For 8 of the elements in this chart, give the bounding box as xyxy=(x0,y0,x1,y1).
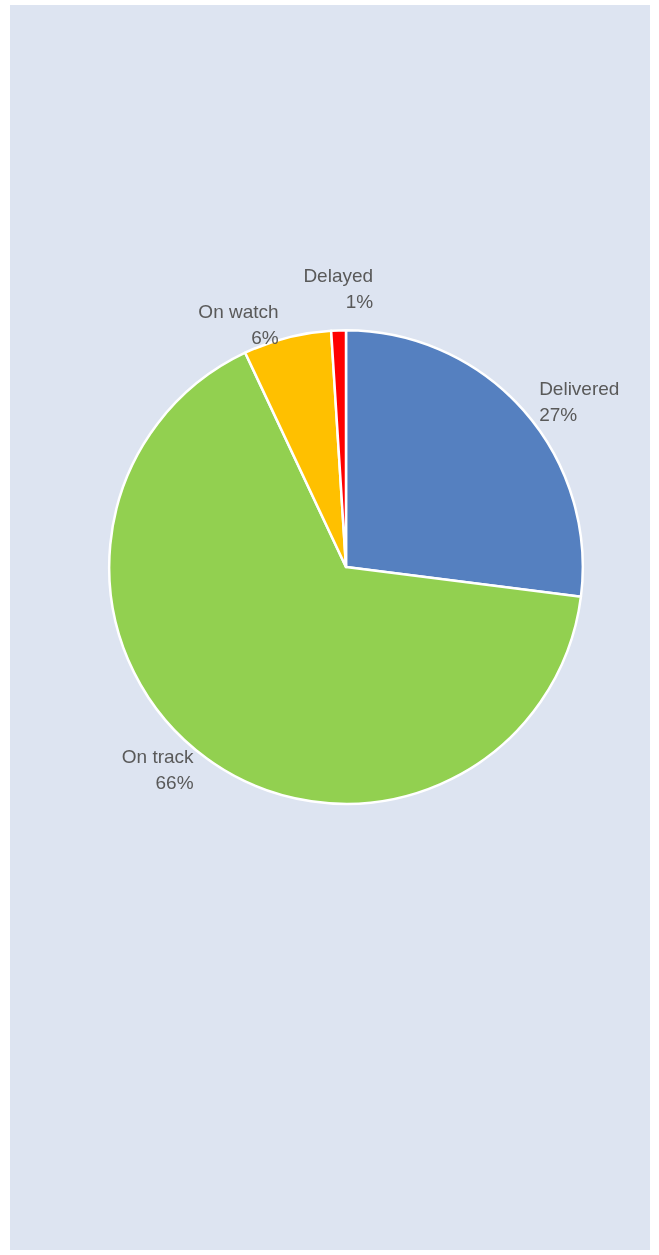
data-label: 6% xyxy=(251,326,279,348)
slice-label: On track xyxy=(121,746,195,768)
slice-label: Delayed xyxy=(303,264,374,286)
data-label: 66% xyxy=(155,772,194,794)
slice-label: Delivered xyxy=(539,377,620,399)
data-label: 1% xyxy=(345,290,374,312)
data-label: 27% xyxy=(539,403,578,425)
slice-label: On watch xyxy=(198,300,279,322)
